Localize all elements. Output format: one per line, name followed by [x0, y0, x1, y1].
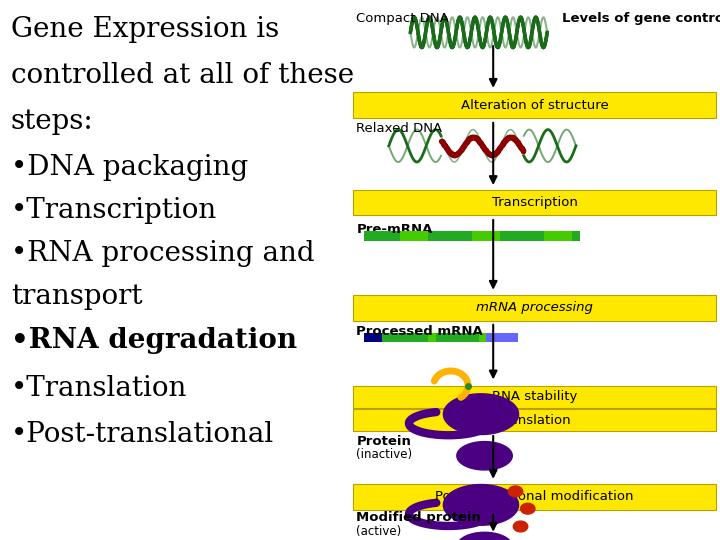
- Bar: [486, 333, 518, 342]
- Bar: [479, 333, 486, 342]
- Bar: [382, 333, 428, 342]
- Text: •DNA packaging: •DNA packaging: [11, 154, 248, 181]
- Text: Modified protein: Modified protein: [356, 511, 481, 524]
- Circle shape: [513, 521, 528, 532]
- Bar: [353, 409, 716, 431]
- Bar: [364, 333, 382, 342]
- Text: •Translation: •Translation: [11, 375, 187, 402]
- Circle shape: [521, 503, 535, 514]
- Polygon shape: [457, 532, 513, 540]
- Text: Transcription: Transcription: [492, 196, 577, 209]
- Polygon shape: [444, 394, 518, 435]
- Text: mRNA processing: mRNA processing: [476, 301, 593, 314]
- Bar: [508, 231, 536, 241]
- Bar: [364, 231, 392, 241]
- Bar: [353, 92, 716, 118]
- Bar: [400, 231, 428, 241]
- Text: •Post-translational: •Post-translational: [11, 421, 274, 448]
- Bar: [436, 333, 479, 342]
- Circle shape: [508, 486, 523, 497]
- Text: Alteration of structure: Alteration of structure: [461, 99, 608, 112]
- Text: •RNA degradation: •RNA degradation: [11, 327, 297, 354]
- Polygon shape: [457, 442, 513, 470]
- Bar: [428, 333, 436, 342]
- Text: Protein: Protein: [356, 435, 411, 448]
- Bar: [472, 231, 500, 241]
- Bar: [353, 295, 716, 321]
- Text: Pre-mRNA: Pre-mRNA: [356, 223, 433, 236]
- Text: Translation: Translation: [498, 414, 571, 427]
- Text: controlled at all of these: controlled at all of these: [11, 62, 354, 89]
- Text: transport: transport: [11, 284, 143, 310]
- Polygon shape: [444, 484, 518, 525]
- Bar: [436, 231, 464, 241]
- Text: Compact DNA: Compact DNA: [356, 12, 449, 25]
- Text: •Transcription: •Transcription: [11, 197, 217, 224]
- Bar: [353, 190, 716, 215]
- Bar: [353, 386, 716, 408]
- Bar: [353, 484, 716, 510]
- Text: Levels of gene control: Levels of gene control: [562, 12, 720, 25]
- Text: Processed mRNA: Processed mRNA: [356, 325, 483, 338]
- Bar: [364, 231, 580, 241]
- Text: •RNA processing and: •RNA processing and: [11, 240, 315, 267]
- Text: RNA stability: RNA stability: [492, 390, 577, 403]
- Text: Gene Expression is: Gene Expression is: [11, 16, 279, 43]
- Text: Posttranslational modification: Posttranslational modification: [436, 490, 634, 503]
- Text: (inactive): (inactive): [356, 448, 413, 461]
- Text: Relaxed DNA: Relaxed DNA: [356, 122, 443, 134]
- Text: steps:: steps:: [11, 108, 94, 135]
- Text: (active): (active): [356, 525, 402, 538]
- Bar: [544, 231, 572, 241]
